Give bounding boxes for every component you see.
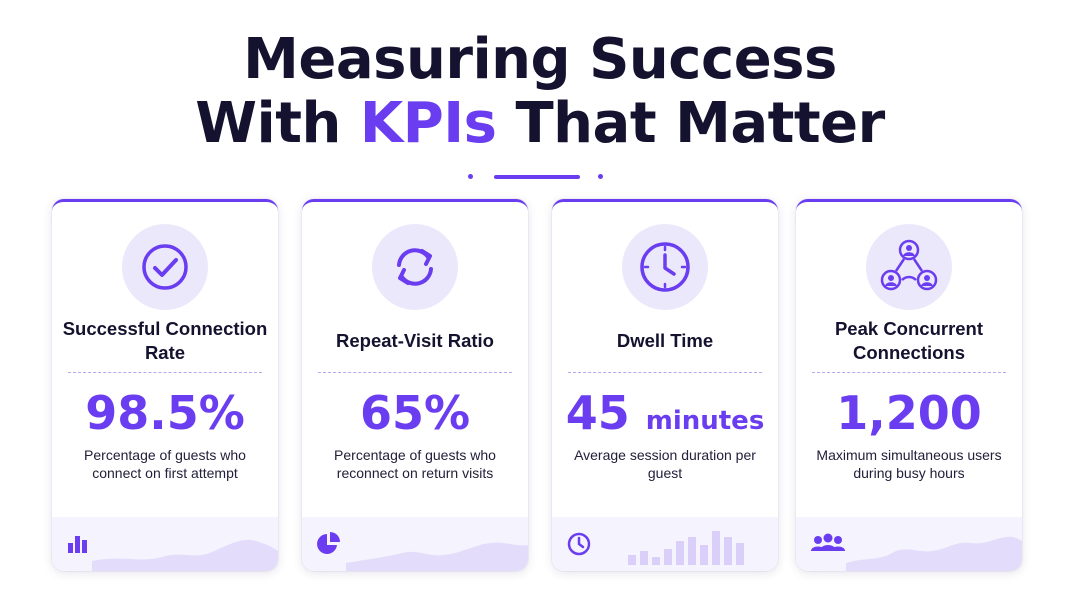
kpi-card-dwell-time: Dwell Time 45 minutes Average session du… xyxy=(552,199,778,571)
card-footer xyxy=(796,517,1022,571)
title-accent: KPIs xyxy=(359,91,497,156)
kpi-value-unit: minutes xyxy=(645,406,765,436)
kpi-card-connection-rate: Successful Connection Rate 98.5% Percent… xyxy=(52,199,278,571)
dashed-divider xyxy=(812,372,1006,373)
users-group-icon xyxy=(811,533,845,551)
check-circle-icon xyxy=(122,224,208,310)
kpi-description: Average session duration per guest xyxy=(574,447,756,481)
bar-chart-icon xyxy=(68,536,87,553)
divider-dot-left xyxy=(468,174,473,179)
title-line-2: With KPIs That Matter xyxy=(0,92,1080,156)
card-footer xyxy=(552,517,778,571)
title-line-1: Measuring Success xyxy=(243,27,837,92)
decorative-wave xyxy=(846,536,1022,571)
kpi-title: Dwell Time xyxy=(616,330,714,351)
page-title: Measuring Success With KPIs That Matter xyxy=(0,28,1080,156)
decorative-wave xyxy=(92,539,278,571)
clock-icon xyxy=(622,224,708,310)
refresh-icon xyxy=(372,224,458,310)
kpi-description: Percentage of guests who connect on firs… xyxy=(84,447,246,481)
kpi-card-repeat-visit: Repeat-Visit Ratio 65% Percentage of gue… xyxy=(302,199,528,571)
kpi-title: Repeat-Visit Ratio xyxy=(336,330,494,351)
divider-dot-right xyxy=(598,174,603,179)
pie-chart-icon xyxy=(317,532,340,554)
title-line-2-post: That Matter xyxy=(496,91,885,156)
kpi-card-peak-connections: Peak Concurrent Connections 1,200 Maximu… xyxy=(796,199,1022,571)
clock-icon xyxy=(567,532,591,556)
kpi-title: Successful Connection Rate xyxy=(62,318,268,363)
decorative-wave xyxy=(346,542,528,571)
kpi-value: 45 minutes xyxy=(552,385,778,449)
kpi-value: 1,200 xyxy=(796,385,1022,441)
dashed-divider xyxy=(568,372,762,373)
kpi-value: 98.5% xyxy=(52,385,278,441)
kpi-value: 65% xyxy=(302,385,528,441)
kpi-value-number: 98.5% xyxy=(85,386,245,440)
kpi-title: Peak Concurrent Connections xyxy=(834,318,984,363)
card-footer xyxy=(52,517,278,571)
kpi-value-number: 1,200 xyxy=(836,386,982,440)
kpi-value-number: 45 xyxy=(565,386,630,440)
card-footer xyxy=(302,517,528,571)
divider-bar xyxy=(494,175,580,179)
decorative-bars xyxy=(628,531,744,565)
kpi-value-number: 65% xyxy=(359,386,471,440)
kpi-description: Percentage of guests who reconnect on re… xyxy=(334,447,496,481)
kpi-description: Maximum simultaneous users during busy h… xyxy=(816,447,1002,481)
title-line-2-pre: With xyxy=(195,91,360,156)
network-users-icon xyxy=(866,224,952,310)
dashed-divider xyxy=(68,372,262,373)
dashed-divider xyxy=(318,372,512,373)
title-divider xyxy=(0,174,1080,180)
